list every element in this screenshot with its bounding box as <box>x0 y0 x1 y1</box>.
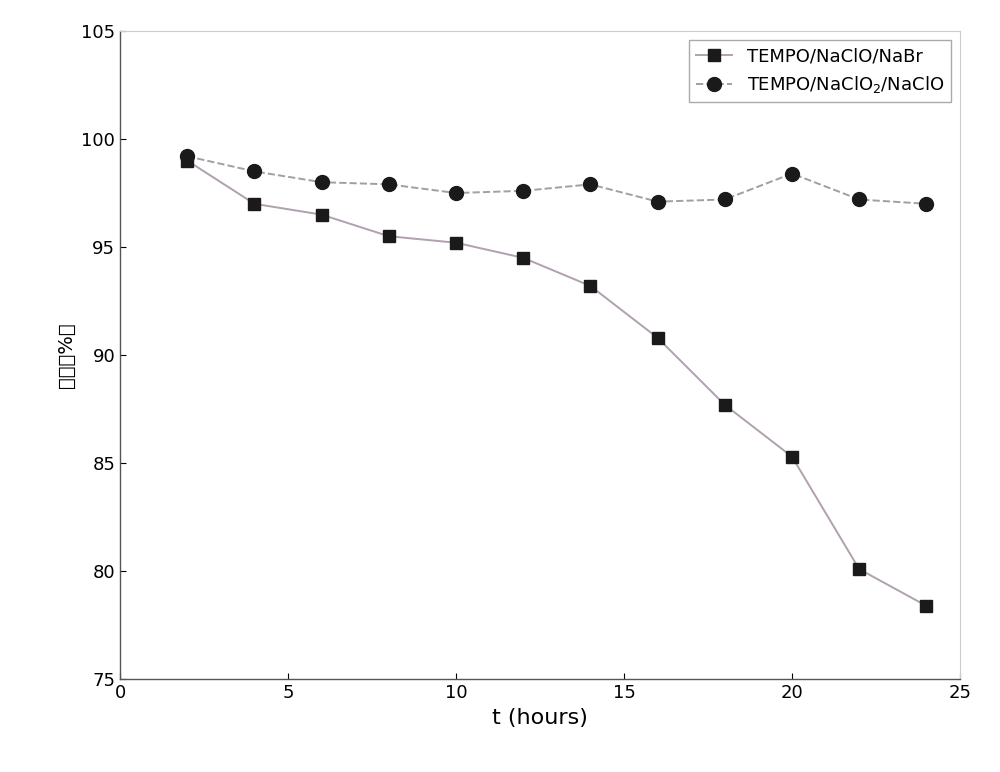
TEMPO/NaClO$_2$/NaClO <box>719 195 731 204</box>
TEMPO/NaClO/NaBr <box>920 601 932 611</box>
TEMPO/NaClO$_2$/NaClO <box>383 180 395 189</box>
Legend: TEMPO/NaClO/NaBr, TEMPO/NaClO$_2$/NaClO: TEMPO/NaClO/NaBr, TEMPO/NaClO$_2$/NaClO <box>689 40 951 103</box>
TEMPO/NaClO/NaBr <box>517 253 529 262</box>
TEMPO/NaClO$_2$/NaClO <box>786 169 798 178</box>
Y-axis label: 收率（%）: 收率（%） <box>56 322 75 388</box>
TEMPO/NaClO/NaBr <box>652 334 664 343</box>
TEMPO/NaClO/NaBr <box>181 156 193 165</box>
TEMPO/NaClO/NaBr <box>450 238 462 247</box>
TEMPO/NaClO/NaBr <box>853 564 865 574</box>
TEMPO/NaClO$_2$/NaClO <box>450 188 462 198</box>
TEMPO/NaClO$_2$/NaClO <box>652 197 664 206</box>
TEMPO/NaClO/NaBr <box>383 232 395 241</box>
TEMPO/NaClO$_2$/NaClO <box>316 178 328 187</box>
TEMPO/NaClO$_2$/NaClO <box>248 167 260 176</box>
TEMPO/NaClO$_2$/NaClO <box>853 195 865 204</box>
TEMPO/NaClO/NaBr <box>719 400 731 409</box>
TEMPO/NaClO$_2$/NaClO <box>920 199 932 208</box>
Line: TEMPO/NaClO$_2$/NaClO: TEMPO/NaClO$_2$/NaClO <box>180 149 933 211</box>
TEMPO/NaClO/NaBr <box>316 210 328 219</box>
TEMPO/NaClO/NaBr <box>786 452 798 462</box>
TEMPO/NaClO/NaBr <box>248 199 260 208</box>
TEMPO/NaClO/NaBr <box>584 281 596 290</box>
Line: TEMPO/NaClO/NaBr: TEMPO/NaClO/NaBr <box>182 155 932 611</box>
X-axis label: t (hours): t (hours) <box>492 708 588 728</box>
TEMPO/NaClO$_2$/NaClO <box>584 180 596 189</box>
TEMPO/NaClO$_2$/NaClO <box>517 186 529 195</box>
TEMPO/NaClO$_2$/NaClO <box>181 151 193 161</box>
